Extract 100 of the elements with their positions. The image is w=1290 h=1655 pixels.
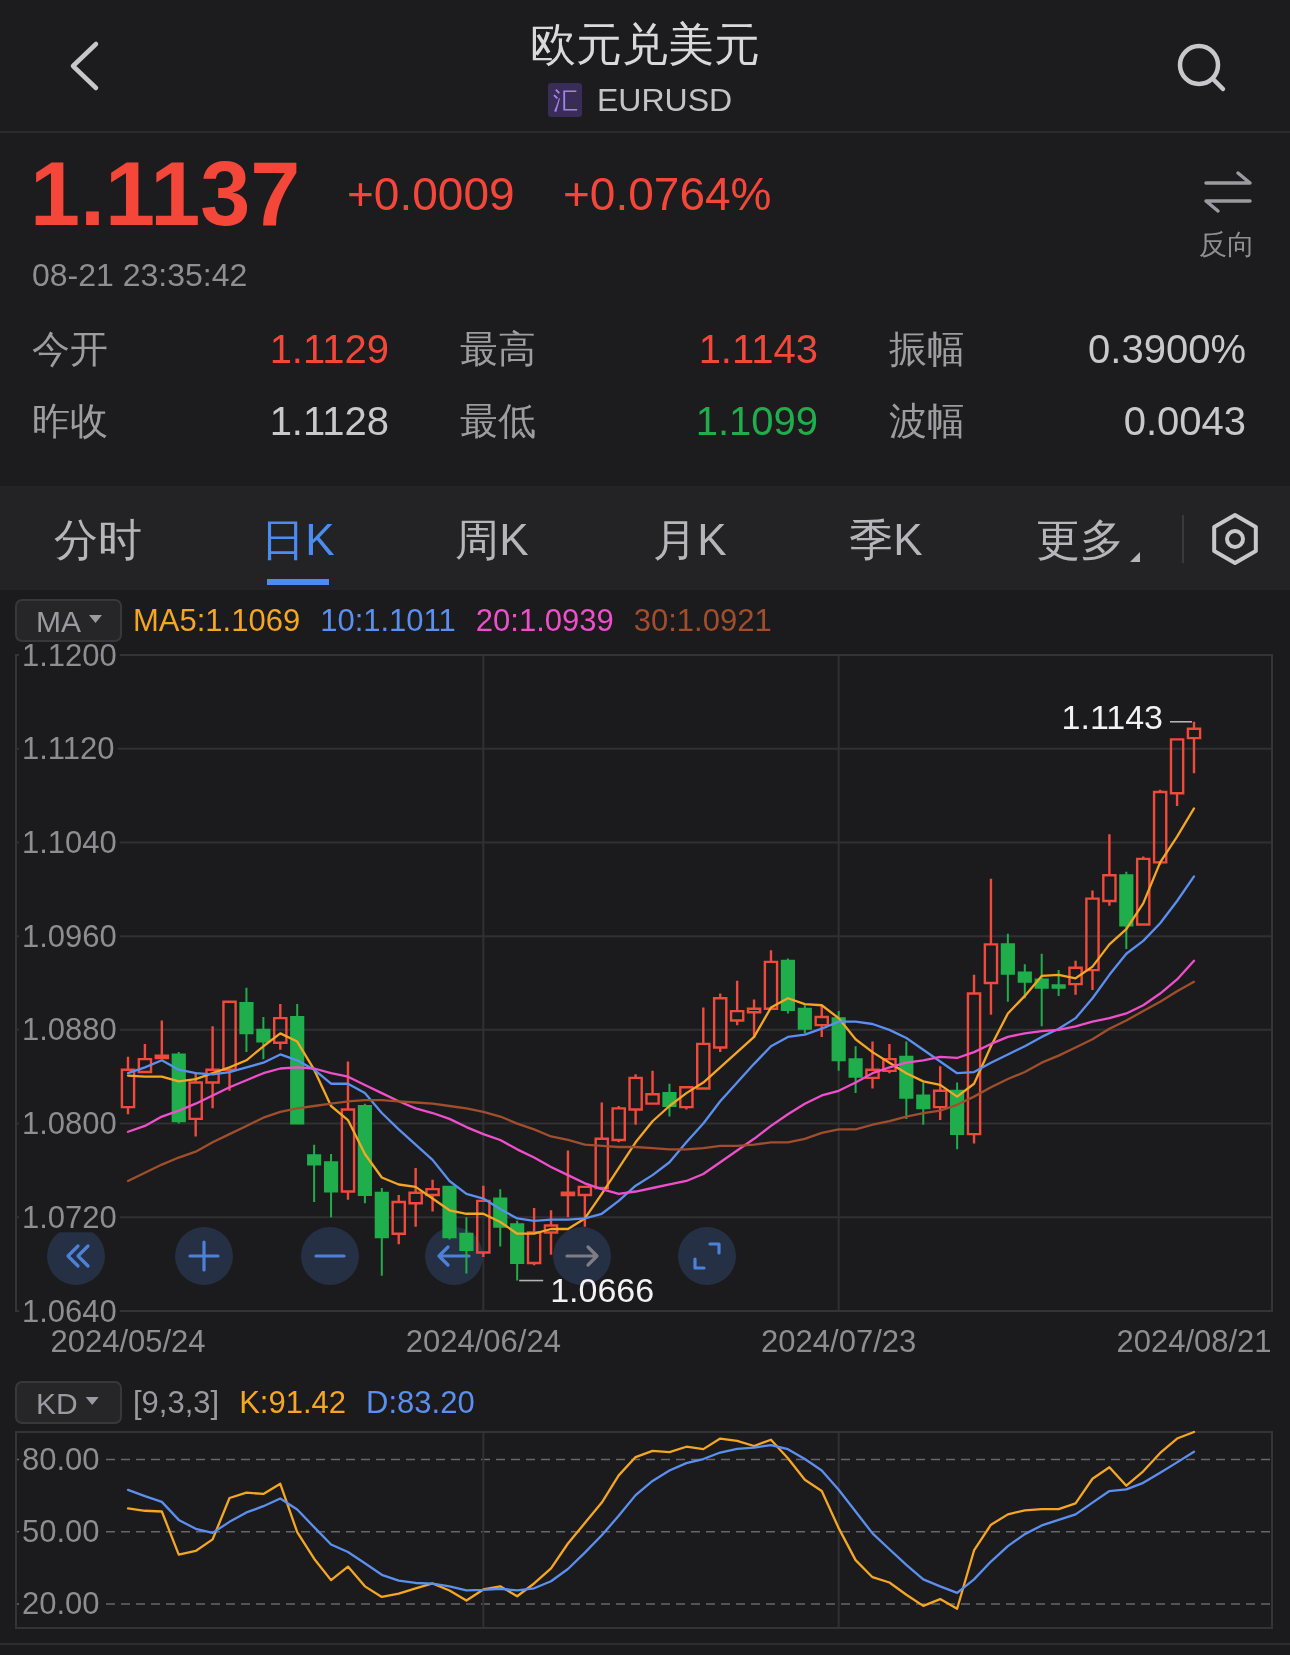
text: 30:1.0921 (633, 602, 772, 638)
text: 1.1099 (695, 399, 818, 443)
text: 1.1128 (269, 399, 389, 443)
y-tick-label: 1.1200 (22, 637, 117, 673)
text: 1.1129 (269, 327, 389, 371)
y-tick-label: 1.0960 (22, 918, 117, 954)
y-tick-label: 1.0720 (22, 1199, 117, 1235)
candlestick (340, 1060, 356, 1201)
candlestick (679, 1086, 694, 1111)
text: 20:1.0939 (475, 602, 614, 638)
candlestick (1186, 720, 1202, 775)
text: 季K (849, 514, 923, 564)
candlestick (729, 979, 745, 1027)
candlestick (1102, 833, 1117, 907)
candlestick (1119, 870, 1134, 951)
text: EURUSD (597, 82, 733, 118)
candlestick (374, 1187, 389, 1277)
text: D:83.20 (366, 1384, 475, 1420)
line-series (126, 875, 1196, 1222)
candlestick (983, 877, 999, 1016)
x-tick-label: 2024/06/24 (405, 1323, 561, 1359)
candlestick (611, 1104, 626, 1144)
y-tick-label: 1.0800 (22, 1106, 117, 1142)
candlestick (882, 1042, 897, 1075)
candlestick (543, 1209, 559, 1256)
candlestick (763, 949, 779, 1012)
candlestick (1017, 963, 1032, 1000)
y-tick-label: 50.00 (22, 1514, 100, 1550)
text: 10:1.1011 (320, 602, 456, 638)
x-tick-label: 2024/07/23 (761, 1323, 917, 1359)
line-series (126, 1443, 1196, 1594)
candlestick (628, 1073, 643, 1126)
legend-title: MA (36, 604, 81, 638)
y-tick-label: 80.00 (22, 1441, 100, 1477)
text: 最高 (460, 328, 536, 370)
candlestick (205, 1025, 220, 1110)
candlestick (442, 1184, 457, 1241)
candlestick (696, 1006, 711, 1091)
candlestick (1085, 889, 1100, 992)
x-tick-label: 2024/08/21 (1116, 1323, 1272, 1359)
text: 0.0043 (1123, 399, 1246, 443)
candlestick (1169, 738, 1185, 808)
candlestick (120, 1055, 136, 1116)
candlestick (222, 1000, 237, 1092)
y-tick-label: 1.1040 (22, 824, 117, 860)
candlestick (239, 986, 254, 1054)
candlestick (1034, 952, 1049, 1028)
text: 1.1137 (30, 144, 301, 244)
candlestick (865, 1040, 880, 1090)
candlestick (594, 1101, 610, 1191)
text: +0.0009 (347, 168, 515, 220)
candlestick (814, 1004, 830, 1039)
candlestick (932, 1064, 948, 1122)
candlestick (966, 973, 982, 1145)
candlestick (831, 1010, 846, 1072)
text: 日K (261, 514, 335, 564)
candlestick (357, 1102, 372, 1205)
annotation: 1.0666 (550, 1270, 655, 1309)
candlestick (425, 1178, 440, 1213)
text: 振幅 (889, 328, 965, 370)
candlestick (577, 1184, 593, 1228)
candlestick (797, 1004, 812, 1035)
text: 月K (653, 514, 727, 564)
candlestick (391, 1193, 407, 1246)
candlestick (408, 1166, 423, 1228)
chart-subtitle: [9,3,3] (133, 1384, 220, 1420)
text: 波幅 (889, 400, 965, 442)
candlestick (848, 1045, 863, 1095)
line-series (126, 1430, 1196, 1610)
text: +0.0764% (563, 168, 772, 220)
text: 更多 (1036, 514, 1124, 564)
candlestick (510, 1219, 525, 1282)
candlestick (662, 1082, 677, 1118)
text: 1.1143 (698, 327, 818, 371)
candlestick (272, 1002, 288, 1051)
text: K:91.42 (239, 1384, 347, 1420)
candlestick (1068, 959, 1083, 996)
legend-title: KD (36, 1386, 78, 1420)
candlestick (780, 957, 795, 1015)
candlestick (459, 1216, 474, 1275)
text: 0.3900% (1088, 327, 1246, 371)
candlestick (1051, 969, 1066, 997)
candlestick (307, 1143, 322, 1204)
y-tick-label: 1.0640 (22, 1293, 117, 1329)
candlestick (137, 1042, 153, 1075)
candlestick (154, 1019, 170, 1061)
candlestick (1135, 855, 1151, 927)
candlestick (526, 1206, 542, 1267)
candlestick (256, 1015, 271, 1061)
annotation: 1.1143 (1061, 697, 1163, 736)
text: 欧元兑美元 (530, 18, 760, 70)
candlestick (645, 1069, 660, 1107)
candlestick (916, 1081, 931, 1126)
candlestick (712, 992, 728, 1054)
text: 08-21 23:35:42 (32, 257, 248, 293)
y-tick-label: 20.00 (22, 1586, 100, 1622)
text: 反向 (1199, 228, 1255, 260)
text: MA5:1.1069 (133, 602, 301, 638)
candlestick (560, 1149, 576, 1219)
candlestick (323, 1153, 339, 1219)
